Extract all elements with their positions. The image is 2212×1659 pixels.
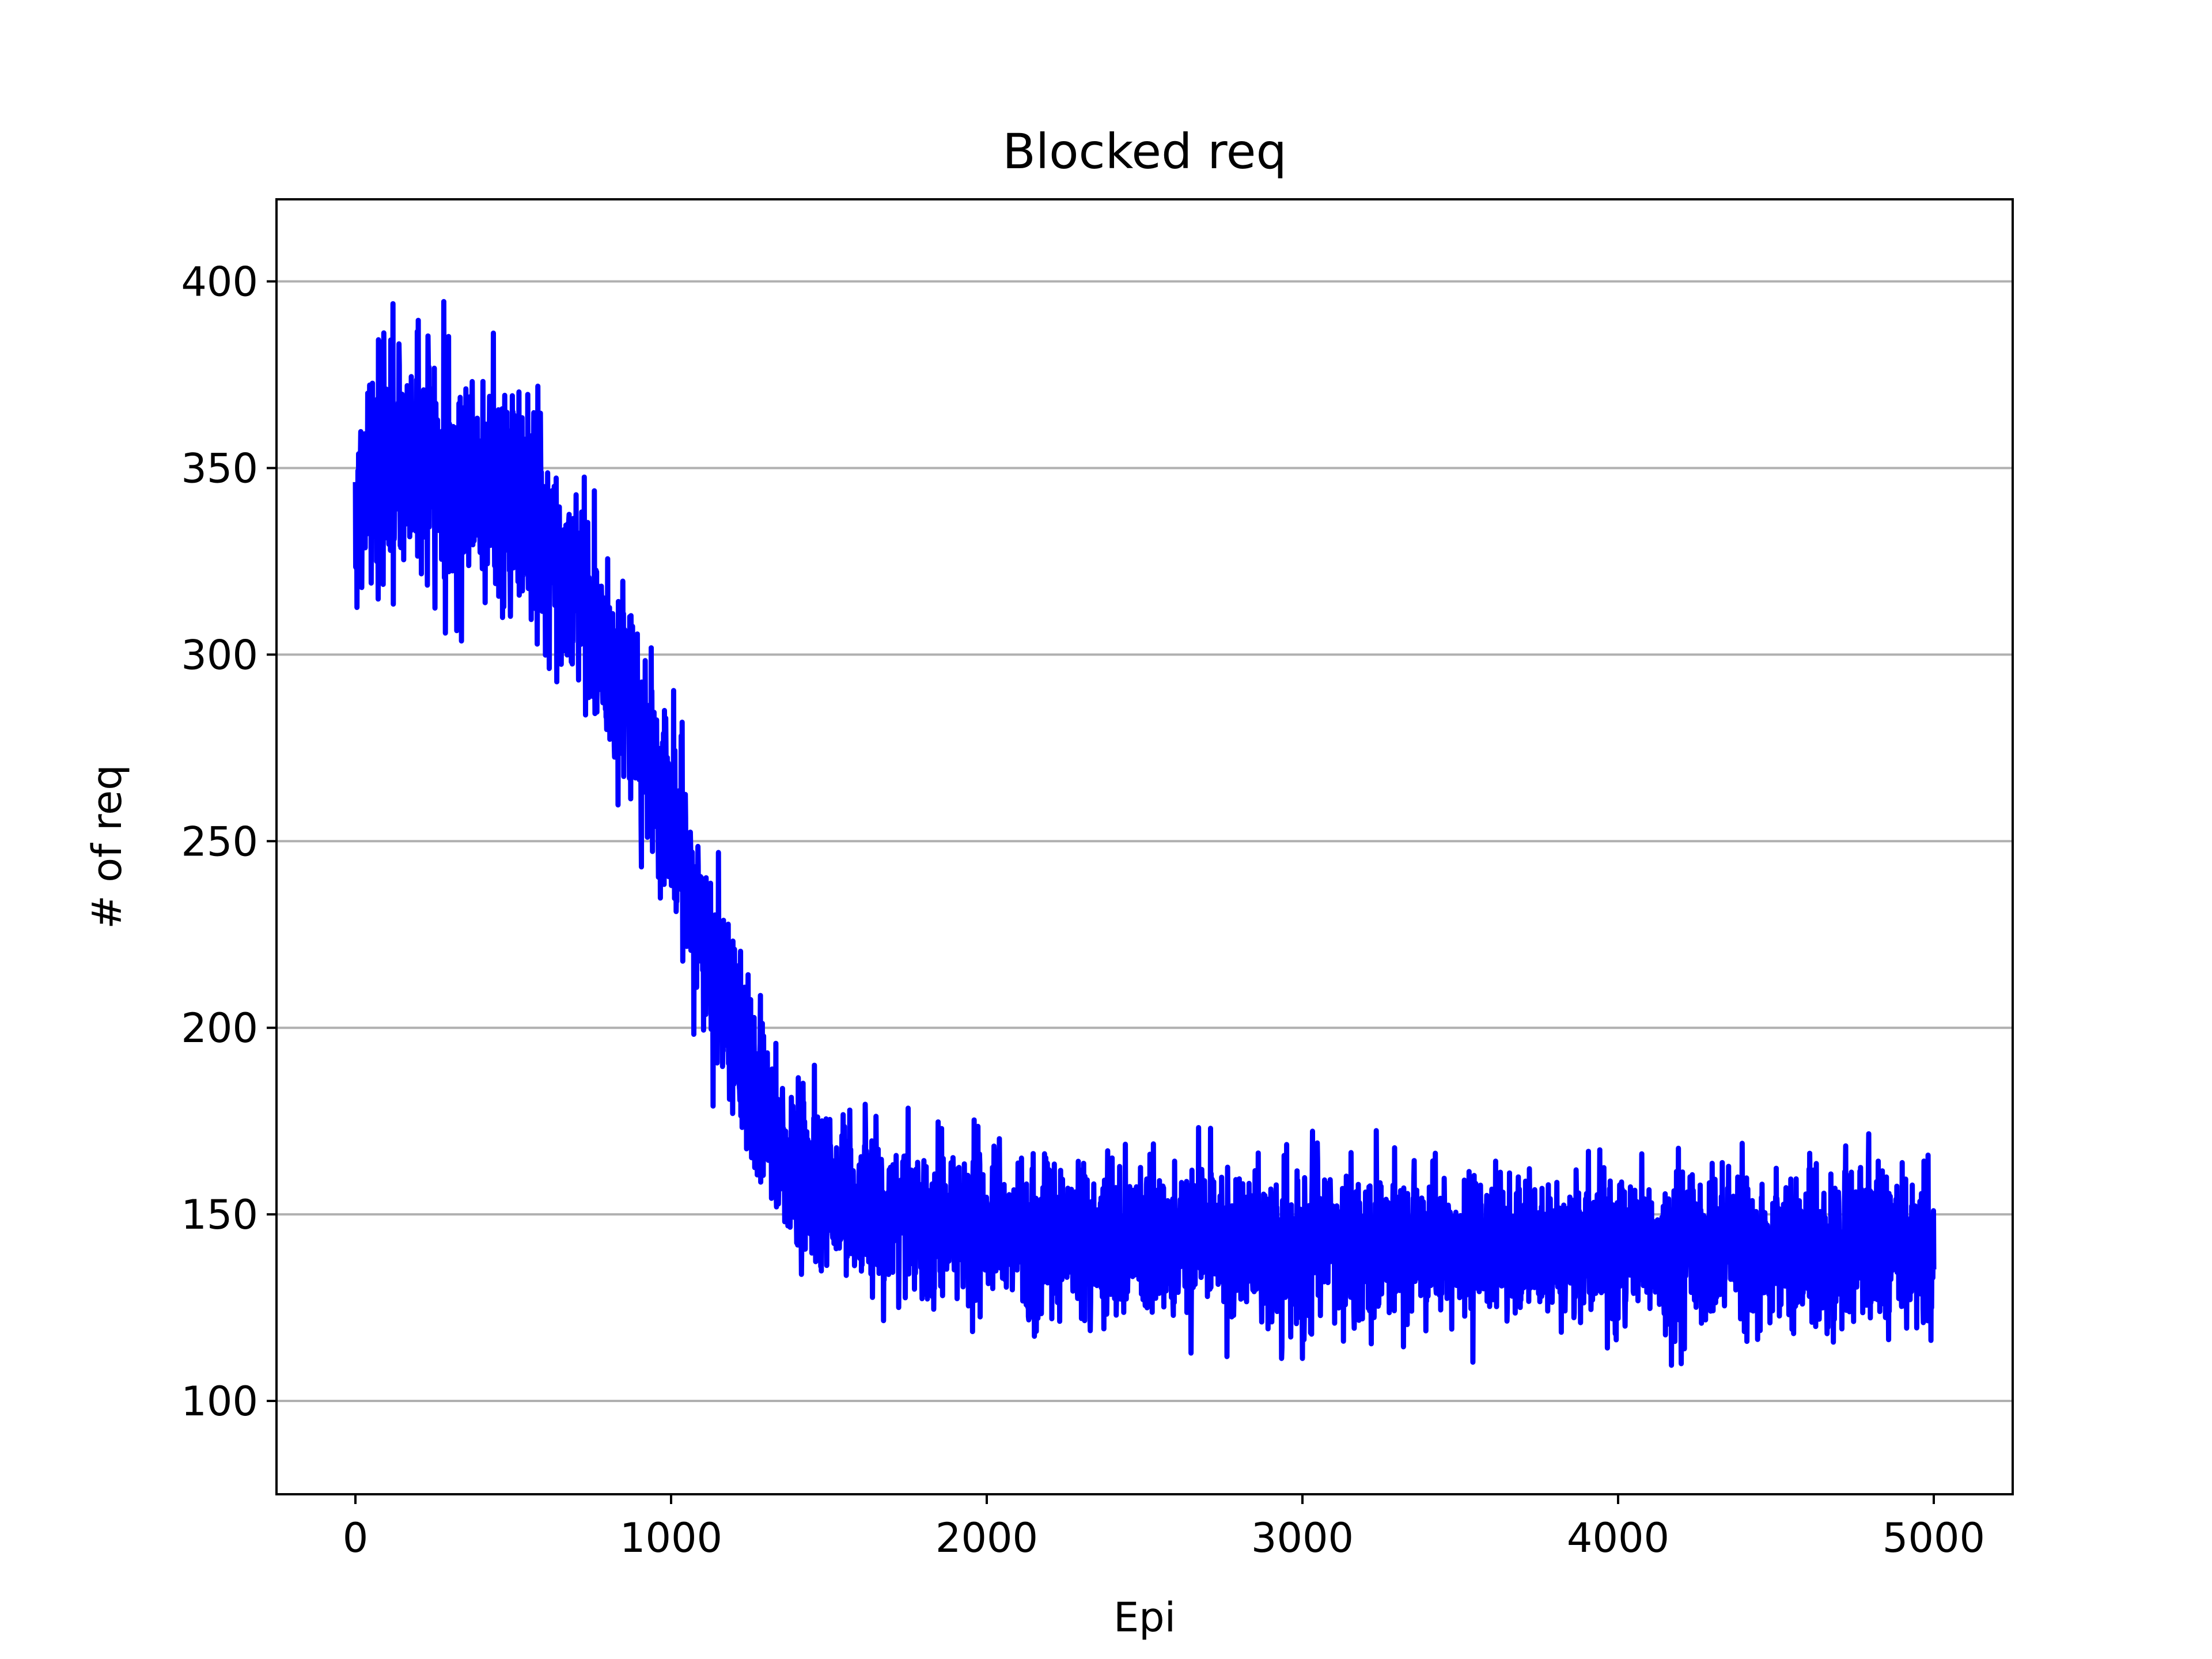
x-axis: 0 1000 2000 3000 4000 5000: [343, 1494, 1985, 1562]
x-tick-label: 2000: [935, 1514, 1038, 1562]
series-line: [353, 299, 1937, 1368]
x-axis-label: Epi: [1113, 1594, 1176, 1641]
x-tick-label: 3000: [1251, 1514, 1354, 1562]
x-tick-label: 1000: [620, 1514, 722, 1562]
y-tick-label: 350: [181, 445, 258, 492]
y-tick-label: 400: [181, 259, 258, 306]
x-tick-label: 4000: [1567, 1514, 1669, 1562]
plot-frame: [275, 198, 2014, 1495]
chart-title: Blocked req: [1002, 123, 1287, 180]
y-tick-label: 150: [181, 1191, 258, 1238]
y-tick-label: 100: [181, 1378, 258, 1425]
y-axis: 100 150 200 250 300 350 400: [181, 259, 276, 1425]
y-axis-label: # of req: [84, 764, 131, 929]
y-tick-label: 200: [181, 1005, 258, 1052]
y-tick-label: 250: [181, 818, 258, 865]
plot-area: [353, 299, 1937, 1368]
x-tick-label: 0: [343, 1514, 369, 1562]
y-tick-label: 300: [181, 631, 258, 679]
x-tick-label: 5000: [1883, 1514, 1985, 1562]
